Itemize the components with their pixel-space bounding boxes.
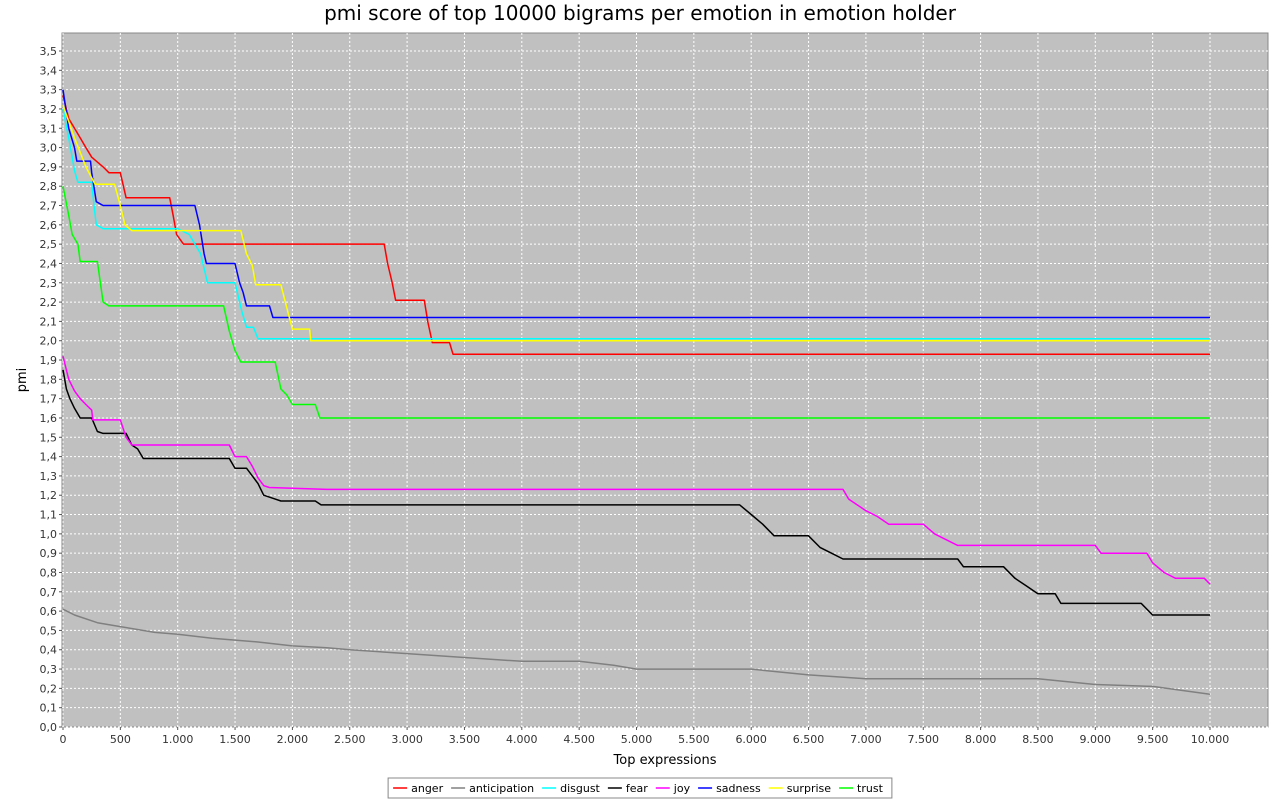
y-tick-label: 1,2 <box>40 489 58 502</box>
y-tick-label: 1,8 <box>40 373 58 386</box>
y-tick-label: 0,1 <box>40 702 58 715</box>
y-tick-label: 3,4 <box>40 64 58 77</box>
x-tick-label: 5.000 <box>621 733 653 746</box>
x-tick-label: 500 <box>110 733 131 746</box>
y-tick-label: 3,2 <box>40 103 58 116</box>
y-tick-label: 0,4 <box>40 644 58 657</box>
x-tick-label: 10.000 <box>1191 733 1230 746</box>
legend-label-trust: trust <box>857 782 884 795</box>
x-tick-label: 7.000 <box>850 733 882 746</box>
y-tick-label: 2,1 <box>40 315 58 328</box>
x-tick-label: 1.000 <box>162 733 194 746</box>
series-line-trust <box>62 186 1210 419</box>
x-tick-label: 3.500 <box>449 733 481 746</box>
x-tick-label: 3.000 <box>391 733 423 746</box>
y-tick-label: 2,8 <box>40 180 58 193</box>
series-line-anger <box>62 95 1210 355</box>
y-tick-label: 2,0 <box>40 335 58 348</box>
y-tick-label: 1,6 <box>40 412 58 425</box>
y-tick-label: 0,3 <box>40 663 58 676</box>
y-tick-label: 1,7 <box>40 393 58 406</box>
y-tick-label: 0,2 <box>40 682 58 695</box>
y-tick-label: 3,3 <box>40 84 58 97</box>
y-axis: 0,0 0,1 0,2 0,3 0,4 0,5 0,6 0,7 0,8 0,9 1,0 1,1 1,2 1… <box>40 45 62 734</box>
x-tick-label: 8.000 <box>965 733 997 746</box>
x-tick-label: 4.500 <box>563 733 595 746</box>
y-tick-label: 3,0 <box>40 142 58 155</box>
y-tick-label: 1,1 <box>40 509 58 522</box>
y-tick-label: 1,3 <box>40 470 58 483</box>
y-tick-label: 2,5 <box>40 238 58 251</box>
legend-label-sadness: sadness <box>716 782 761 795</box>
y-tick-label: 2,2 <box>40 296 58 309</box>
x-tick-label: 8.500 <box>1022 733 1054 746</box>
y-tick-label: 0,9 <box>40 547 58 560</box>
y-tick-label: 3,5 <box>40 45 58 58</box>
x-tick-label: 7.500 <box>908 733 940 746</box>
y-tick-label: 0,5 <box>40 624 58 637</box>
x-tick-label: 2.000 <box>277 733 309 746</box>
x-tick-label: 6.000 <box>735 733 767 746</box>
x-tick-label: 2.500 <box>334 733 366 746</box>
x-tick-label: 6.500 <box>793 733 825 746</box>
legend-box <box>387 777 893 799</box>
legend-label-anger: anger <box>411 782 443 795</box>
series-line-joy <box>62 356 1211 585</box>
legend-label-fear: fear <box>626 782 648 795</box>
y-tick-label: 2,6 <box>40 219 58 232</box>
x-tick-label: 9.500 <box>1137 733 1169 746</box>
x-tick-label: 0 <box>60 733 67 746</box>
y-tick-label: 1,5 <box>40 431 58 444</box>
y-tick-label: 2,7 <box>40 200 58 213</box>
legend-label-disgust: disgust <box>560 782 600 795</box>
y-tick-label: 2,4 <box>40 257 58 270</box>
y-axis-label: pmi <box>15 368 30 393</box>
x-tick-label: 1.500 <box>219 733 251 746</box>
y-tick-label: 0,0 <box>40 721 58 734</box>
plot-area <box>61 32 1269 728</box>
y-tick-label: 0,6 <box>40 605 58 618</box>
series-line-anticipation <box>62 608 1211 695</box>
series-line-sadness <box>62 89 1210 319</box>
y-tick-label: 1,9 <box>40 354 58 367</box>
y-tick-label: 3,1 <box>40 122 58 135</box>
legend-label-anticipation: anticipation <box>469 782 534 795</box>
legend-label-surprise: surprise <box>787 782 832 795</box>
y-tick-label: 1,4 <box>40 451 58 464</box>
y-tick-label: 2,9 <box>40 161 58 174</box>
legend-label-joy: joy <box>673 782 691 795</box>
series-lines <box>62 89 1211 695</box>
series-line-surprise <box>62 104 1210 342</box>
y-tick-label: 0,7 <box>40 586 58 599</box>
x-tick-label: 9.000 <box>1080 733 1112 746</box>
x-tick-label: 4.000 <box>506 733 538 746</box>
series-line-fear <box>62 369 1210 616</box>
x-axis-label: Top expressions <box>613 753 717 768</box>
legend: anger anticipation disgust fear joy sadness su… <box>387 777 893 799</box>
chart-title: pmi score of top 10000 bigrams per emoti… <box>324 1 957 25</box>
y-tick-label: 1,0 <box>40 528 58 541</box>
y-tick-label: 2,3 <box>40 277 58 290</box>
x-axis: 0 500 1.000 1.500 2.000 2.500 3.000 3.500 4.000 4… <box>60 727 1230 746</box>
y-tick-label: 0,8 <box>40 566 58 579</box>
x-tick-label: 5.500 <box>678 733 710 746</box>
series-line-disgust <box>62 108 1210 340</box>
